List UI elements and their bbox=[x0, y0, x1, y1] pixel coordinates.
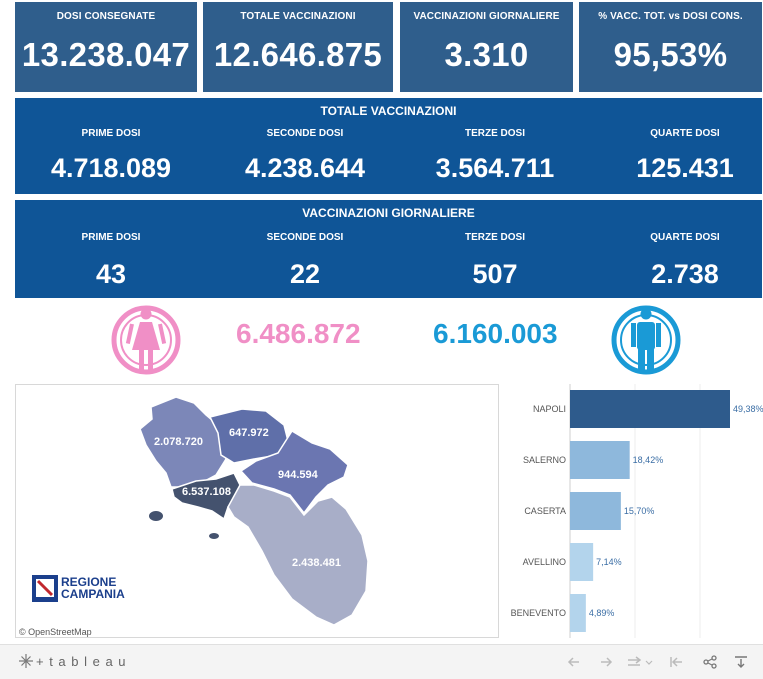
tableau-logo-icon bbox=[19, 654, 33, 668]
cell-seconde-dosi: SECONDE DOSI 22 bbox=[215, 232, 395, 290]
tableau-toolbar: + t a b l e a u bbox=[0, 644, 763, 679]
cell-label: QUARTE DOSI bbox=[650, 128, 720, 139]
kpi-value: 12.646.875 bbox=[213, 36, 383, 73]
bar-benevento[interactable] bbox=[570, 594, 586, 632]
cell-label: SECONDE DOSI bbox=[266, 232, 344, 243]
kpi-value: 95,53% bbox=[613, 36, 728, 73]
kpi-percent-vacc: % VACC. TOT. vs DOSI CONS. 95,53% bbox=[579, 2, 762, 92]
map-label-napoli: 6.537.108 bbox=[182, 486, 231, 498]
map-attribution[interactable]: © OpenStreetMap bbox=[19, 627, 92, 637]
kpi-label: % VACC. TOT. vs DOSI CONS. bbox=[598, 11, 743, 22]
cell-label: SECONDE DOSI bbox=[266, 128, 344, 139]
bar-value-label: 18,42% bbox=[633, 455, 664, 465]
cell-value: 507 bbox=[472, 259, 518, 289]
bar-salerno[interactable] bbox=[570, 441, 630, 479]
bar-category-label: CASERTA bbox=[524, 506, 566, 516]
cell-label: QUARTE DOSI bbox=[650, 232, 720, 243]
bar-value-label: 4,89% bbox=[589, 608, 615, 618]
cell-prime-dosi: PRIME DOSI 4.718.089 bbox=[21, 128, 201, 184]
kpi-label: DOSI CONSEGNATE bbox=[56, 11, 156, 22]
map-label-benevento: 647.972 bbox=[229, 427, 269, 439]
map-label-caserta: 2.078.720 bbox=[154, 436, 203, 448]
bar-category-label: BENEVENTO bbox=[511, 608, 566, 618]
province-bar-chart[interactable]: NAPOLI 49,38% SALERNO 18,42% CASERTA 15,70% AV… bbox=[510, 384, 763, 638]
cell-terze-dosi: TERZE DOSI 3.564.711 bbox=[405, 128, 585, 184]
bar-category-label: SALERNO bbox=[523, 455, 566, 465]
cell-value: 4.238.644 bbox=[244, 153, 366, 183]
province-salerno[interactable] bbox=[227, 484, 369, 626]
revert-icon[interactable] bbox=[626, 654, 654, 670]
male-vaccinations-value: 6.160.003 bbox=[433, 318, 558, 349]
cell-prime-dosi: PRIME DOSI 43 bbox=[21, 232, 201, 290]
totale-vaccinazioni-panel: TOTALE VACCINAZIONI PRIME DOSI 4.718.089… bbox=[15, 98, 762, 194]
kpi-label: VACCINAZIONI GIORNALIERE bbox=[413, 11, 560, 22]
male-icon bbox=[611, 305, 681, 375]
female-icon bbox=[111, 305, 181, 375]
bar-value-label: 49,38% bbox=[733, 404, 763, 414]
cell-value: 2.738 bbox=[651, 259, 719, 289]
kpi-dosi-consegnate: DOSI CONSEGNATE 13.238.047 bbox=[15, 2, 197, 92]
cell-value: 125.431 bbox=[636, 153, 734, 183]
cell-value: 3.564.711 bbox=[435, 153, 555, 183]
campania-map[interactable]: 2.078.720 647.972 944.594 6.537.108 2.43… bbox=[15, 384, 499, 638]
cell-label: TERZE DOSI bbox=[464, 232, 525, 243]
undo-icon[interactable] bbox=[566, 654, 582, 670]
female-vaccinations-value: 6.486.872 bbox=[236, 318, 361, 349]
map-label-salerno: 2.438.481 bbox=[292, 557, 341, 569]
bar-caserta[interactable] bbox=[570, 492, 621, 530]
island-ischia bbox=[149, 511, 163, 521]
bar-category-label: NAPOLI bbox=[533, 404, 566, 414]
bar-avellino[interactable] bbox=[570, 543, 594, 581]
regione-campania-logo: REGIONE CAMPANIA bbox=[32, 575, 125, 602]
bar-chart-svg: NAPOLI 49,38% SALERNO 18,42% CASERTA 15,70% AV… bbox=[511, 384, 763, 638]
bar-napoli[interactable] bbox=[570, 390, 730, 428]
bar-value-label: 15,70% bbox=[624, 506, 655, 516]
cell-label: PRIME DOSI bbox=[81, 128, 141, 139]
tableau-brand-text[interactable]: + t a b l e a u bbox=[36, 654, 127, 669]
cell-terze-dosi: TERZE DOSI 507 bbox=[405, 232, 585, 290]
panel-title: VACCINAZIONI GIORNALIERE bbox=[302, 206, 475, 220]
cell-value: 22 bbox=[289, 259, 321, 289]
kpi-label: TOTALE VACCINAZIONI bbox=[240, 11, 356, 22]
cell-quarte-dosi: QUARTE DOSI 125.431 bbox=[595, 128, 763, 184]
map-label-avellino: 944.594 bbox=[278, 469, 319, 481]
bar-value-label: 7,14% bbox=[596, 557, 622, 567]
cell-quarte-dosi: QUARTE DOSI 2.738 bbox=[595, 232, 763, 290]
logo-text-regione: REGIONE bbox=[61, 575, 116, 589]
island-capri bbox=[209, 533, 219, 539]
reset-icon[interactable] bbox=[668, 654, 684, 670]
kpi-totale-vaccinazioni: TOTALE VACCINAZIONI 12.646.875 bbox=[203, 2, 393, 92]
panel-title: TOTALE VACCINAZIONI bbox=[320, 104, 457, 118]
province-avellino[interactable] bbox=[239, 429, 349, 515]
cell-value: 4.718.089 bbox=[50, 153, 172, 183]
cell-label: TERZE DOSI bbox=[464, 128, 525, 139]
logo-text-campania: CAMPANIA bbox=[61, 587, 125, 601]
download-icon[interactable] bbox=[733, 654, 749, 670]
cell-value: 43 bbox=[95, 259, 127, 289]
kpi-vaccinazioni-giornaliere: VACCINAZIONI GIORNALIERE 3.310 bbox=[400, 2, 573, 92]
share-icon[interactable] bbox=[702, 654, 718, 670]
cell-label: PRIME DOSI bbox=[81, 232, 141, 243]
redo-icon[interactable] bbox=[598, 654, 614, 670]
vaccinazioni-giornaliere-panel: VACCINAZIONI GIORNALIERE PRIME DOSI 43 S… bbox=[15, 200, 762, 298]
cell-seconde-dosi: SECONDE DOSI 4.238.644 bbox=[215, 128, 395, 184]
bar-category-label: AVELLINO bbox=[523, 557, 566, 567]
map-svg: 2.078.720 647.972 944.594 6.537.108 2.43… bbox=[19, 396, 369, 637]
kpi-value: 3.310 bbox=[444, 36, 529, 73]
kpi-value: 13.238.047 bbox=[21, 36, 191, 73]
